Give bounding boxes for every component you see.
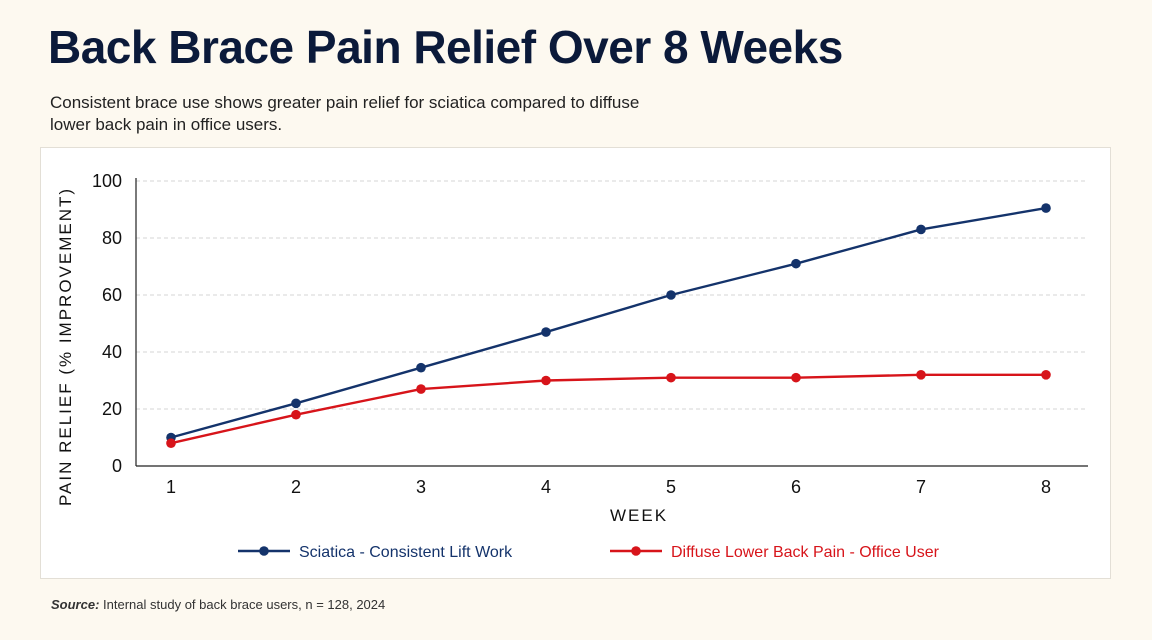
- data-point-s2-w4: [541, 375, 551, 386]
- x-tick-label-7: 7: [916, 477, 926, 497]
- x-axis-ticks: 1 2 3 4 5 6 7 8: [166, 477, 1051, 497]
- legend-label-1: Sciatica - Consistent Lift Work: [299, 544, 513, 561]
- x-axis-title: WEEK: [610, 506, 668, 525]
- y-tick-label-20: 20: [102, 399, 122, 419]
- data-point-s1-w5: [666, 290, 676, 300]
- x-tick-label-8: 8: [1041, 477, 1051, 497]
- x-tick-label-6: 6: [791, 477, 801, 497]
- data-point-s2-w1: [166, 438, 176, 449]
- y-tick-label-40: 40: [102, 342, 122, 362]
- data-point-s2-w3: [416, 384, 426, 394]
- chart-panel: 0 20 40 60 80 100 1 2 3 4 5 6 7 8 WEEK PAIN RELIEF (…: [40, 147, 1111, 579]
- data-point-s2-w2: [291, 409, 301, 420]
- chart-subtitle: Consistent brace use shows greater pain …: [50, 93, 640, 134]
- data-point-s1-w7: [916, 224, 926, 235]
- legend-swatch-marker-1: [259, 546, 269, 556]
- data-point-s1-w8: [1041, 203, 1051, 213]
- data-point-s2-w8: [1041, 370, 1051, 380]
- axes: [135, 178, 1088, 467]
- source-note: Source: Internal study of back brace use…: [51, 597, 385, 612]
- grid-lines: [136, 180, 1088, 410]
- line-chart: 0 20 40 60 80 100 1 2 3 4 5 6 7 8 WEEK PAIN RELIEF (…: [56, 171, 1088, 561]
- y-tick-label-100: 100: [92, 171, 122, 191]
- data-point-s2-w5: [666, 372, 676, 383]
- legend-swatch-marker-2: [631, 546, 641, 556]
- legend: Sciatica - Consistent Lift Work Diffuse L…: [238, 544, 940, 561]
- y-axis-ticks: 0 20 40 60 80 100: [92, 171, 122, 476]
- legend-label-2: Diffuse Lower Back Pain - Office User: [671, 544, 940, 561]
- data-point-s1-w4: [541, 327, 551, 337]
- x-tick-label-4: 4: [541, 477, 551, 497]
- x-tick-label-2: 2: [291, 477, 301, 497]
- data-point-s1-w3: [416, 362, 426, 373]
- chart-title: Back Brace Pain Relief Over 8 Weeks: [48, 21, 843, 73]
- y-tick-label-0: 0: [112, 456, 122, 476]
- y-axis-title: PAIN RELIEF (% IMPROVEMENT): [56, 187, 75, 506]
- y-tick-label-80: 80: [102, 228, 122, 248]
- series-line-1: [170, 206, 1047, 439]
- y-tick-label-60: 60: [102, 285, 122, 305]
- data-point-s1-w6: [791, 258, 801, 269]
- series-group: [166, 203, 1051, 449]
- data-point-s2-w6: [791, 372, 801, 383]
- data-point-s2-w7: [916, 370, 926, 380]
- series-line-2: [170, 373, 1046, 445]
- x-tick-label-3: 3: [416, 477, 426, 497]
- x-tick-label-1: 1: [166, 477, 176, 497]
- data-point-s1-w2: [291, 398, 301, 409]
- source-label: Source:: [51, 597, 100, 612]
- x-tick-label-5: 5: [666, 477, 676, 497]
- source-text: Internal study of back brace users, n = …: [103, 597, 386, 612]
